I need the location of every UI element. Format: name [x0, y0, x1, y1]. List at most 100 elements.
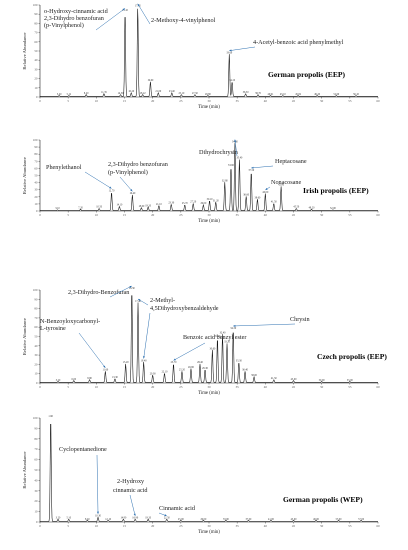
y-tick-label: 60 [34, 40, 38, 44]
peak-label: 36.60 [243, 194, 250, 197]
chromatogram-trace [40, 423, 378, 522]
peak-label: 38.60 [255, 196, 262, 199]
y-tick-label: 100 [33, 3, 38, 7]
peak-label: 38.00 [251, 374, 258, 377]
x-axis-label: Time (min) [198, 105, 220, 110]
peak-label: 14.80 [120, 517, 127, 520]
peak-label: 33.60 [226, 51, 233, 54]
peak-label: 11.60 [102, 369, 108, 372]
peak-label: 37.00 [246, 518, 253, 521]
peak-label: 29.00 [200, 202, 207, 205]
peak-label: 45.00 [291, 518, 298, 521]
x-tick-label: 20 [151, 213, 155, 217]
compound-label: N-Benzoyloxycarbonyl- [40, 318, 100, 325]
x-tick-label: 20 [151, 385, 155, 389]
x-tick-label: 0 [39, 99, 41, 103]
arrowhead [109, 186, 112, 189]
annotation-arrow [78, 332, 106, 368]
x-tick-label: 15 [123, 213, 127, 217]
annotation-arrow [233, 323, 296, 327]
y-tick-label: 20 [34, 195, 38, 199]
x-tick-label: 20 [151, 524, 155, 528]
peak-label: 50.00 [319, 379, 326, 382]
x-tick-label: 10 [95, 213, 99, 217]
y-tick-label: 40 [34, 58, 38, 62]
peak-label: 10.50 [96, 206, 103, 209]
annotation-arrow [229, 46, 256, 51]
y-tick-label: 40 [34, 478, 38, 482]
y-tick-label: 100 [33, 288, 38, 292]
x-tick-label: 40 [264, 385, 268, 389]
peak-label: 16.30 [129, 287, 136, 290]
x-axis-label: Time (min) [198, 530, 220, 535]
x-tick-label: 45 [292, 385, 296, 389]
x-tick-label: 35 [236, 99, 240, 103]
peak-label: 33.00 [223, 518, 230, 521]
x-tick-label: 35 [236, 385, 240, 389]
y-tick-label: 60 [34, 166, 38, 170]
peak-label: 18.00 [138, 205, 145, 208]
peak-label: 3.20 [56, 379, 61, 382]
arrowhead [96, 511, 100, 514]
annotation-arrow [95, 8, 126, 31]
x-tick-label: 15 [123, 385, 127, 389]
x-tick-label: 45 [292, 213, 296, 217]
x-tick-label: 25 [179, 385, 183, 389]
compound-label: (p-Vinylphenol) [44, 22, 84, 29]
peak-label: 18.22 [140, 92, 147, 95]
y-tick-label: 70 [34, 316, 38, 320]
arrowhead [129, 286, 132, 288]
annotation-arrow [84, 171, 112, 189]
chromatogram-trace [40, 295, 378, 383]
y-tick-label: 50 [34, 174, 38, 178]
y-tick-label: 30 [34, 67, 38, 71]
x-tick-label: 55 [348, 99, 352, 103]
x-tick-label: 25 [179, 524, 183, 528]
peak-label: 21.00 [155, 90, 162, 93]
peak-label: 10.30 [95, 515, 102, 518]
x-tick-label: 0 [39, 524, 41, 528]
x-tick-label: 60 [376, 524, 380, 528]
arrowhead [265, 187, 268, 190]
peak-label: 14.30 [118, 92, 125, 95]
x-tick-label: 45 [292, 99, 296, 103]
chromatogram-panel-2: 0 10 20 30 40 50 60 70 80 90 100 0 5 10 15 20 25 30 35 40 45… [22, 138, 380, 224]
peak-label: 32.80 [222, 179, 229, 182]
peak-label: 49.00 [313, 518, 320, 521]
chromatogram-panel-4: 0 10 20 30 40 50 60 70 80 90 100 0 5 10 15 20 25 30 35 40 45… [22, 415, 380, 535]
annotation-arrow [137, 3, 151, 25]
y-tick-label: 20 [34, 362, 38, 366]
peak-label: 15.10 [122, 9, 129, 12]
peak-label: 22.50 [164, 517, 171, 520]
compound-label: 2,3-Dihydro benzofuran [108, 161, 168, 168]
annotation-arrow [119, 176, 133, 192]
compound-label: Phenylethanol [46, 164, 82, 171]
peak-label: 6.00 [72, 378, 77, 381]
peak-label: 30.10 [207, 198, 214, 201]
peak-label: 52.60 [333, 93, 340, 96]
peak-label: 14.10 [117, 204, 124, 207]
peak-label: 43.10 [280, 93, 287, 96]
peak-label: 56.10 [353, 93, 360, 96]
y-tick-label: 80 [34, 152, 38, 156]
x-axis-label: Time (min) [198, 391, 220, 396]
x-tick-label: 30 [207, 524, 211, 528]
y-tick-label: 70 [34, 447, 38, 451]
y-tick-label: 20 [34, 77, 38, 81]
peak-label: 19.20 [145, 204, 152, 207]
x-tick-label: 50 [320, 213, 324, 217]
x-axis-label: Time (min) [198, 219, 220, 224]
x-tick-label: 10 [95, 385, 99, 389]
peak-label: 41.50 [271, 201, 278, 204]
panel-title: Irish propolis (EEP) [303, 186, 369, 195]
compound-label: 2-Methoxy-4-vinylphenol [151, 17, 216, 24]
arrowhead [251, 166, 254, 169]
peak-label: 38.70 [255, 92, 262, 95]
x-tick-label: 15 [123, 99, 127, 103]
y-tick-label: 90 [34, 145, 38, 149]
peak-label: 19.20 [145, 517, 152, 520]
x-tick-label: 60 [376, 385, 380, 389]
peak-label: 25.20 [179, 369, 186, 372]
x-tick-label: 10 [95, 524, 99, 528]
panel-title: German propolis (EEP) [268, 70, 346, 79]
